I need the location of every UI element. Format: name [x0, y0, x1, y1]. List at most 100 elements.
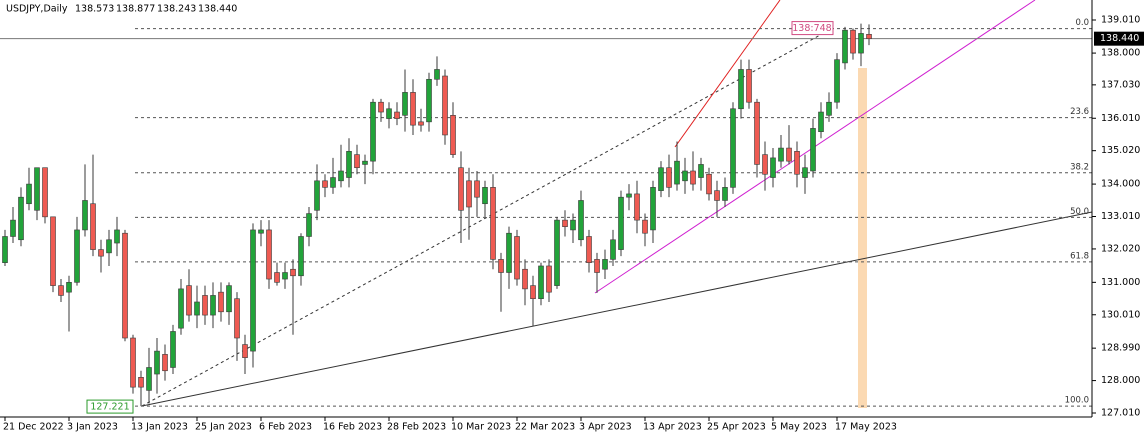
- candle-body: [562, 219, 568, 227]
- x-tick-label: 10 Mar 2023: [451, 422, 511, 433]
- candle-body: [114, 229, 120, 244]
- candle-body: [218, 291, 224, 313]
- candle-body: [802, 167, 808, 178]
- candle-body: [266, 229, 272, 280]
- candle-body: [42, 167, 48, 218]
- y-tick-label: 135.020: [1101, 145, 1140, 156]
- candle-body: [274, 272, 280, 283]
- candle-body: [2, 236, 8, 263]
- fib-high-label: 138:748: [792, 23, 831, 34]
- y-tick-label: 130.010: [1101, 309, 1140, 320]
- quote-open: 138.573: [75, 4, 114, 15]
- candle-body: [242, 344, 248, 358]
- candle-body: [450, 115, 456, 155]
- candle-body: [666, 167, 672, 188]
- candle-body: [858, 33, 864, 54]
- candle-body: [818, 111, 824, 132]
- candle-body: [210, 295, 216, 316]
- candle-body: [530, 285, 536, 300]
- quote-low: 138.243: [157, 4, 196, 15]
- quote-close: 138.440: [198, 4, 237, 15]
- candle-body: [714, 190, 720, 201]
- candle-body: [66, 282, 72, 293]
- candle-body: [618, 196, 624, 250]
- y-tick-label: 134.000: [1101, 179, 1140, 190]
- candle-body: [554, 219, 560, 286]
- candle-body: [682, 170, 688, 182]
- candle-body: [202, 295, 208, 316]
- candle-body: [674, 160, 680, 185]
- candle-body: [162, 354, 168, 372]
- candle-body: [642, 219, 648, 234]
- candle-body: [18, 196, 24, 241]
- candle-body: [442, 75, 448, 136]
- candle-body: [610, 239, 616, 260]
- candle-body: [634, 193, 640, 221]
- fib-level-label: 50.0: [1070, 207, 1089, 217]
- candle-body: [690, 170, 696, 185]
- x-tick-label: 21 Dec 2022: [3, 422, 64, 433]
- fib-level-label: 0.0: [1075, 18, 1089, 28]
- candle-body: [58, 285, 64, 296]
- candle-body: [762, 154, 768, 175]
- y-tick-label: 133.010: [1101, 211, 1140, 222]
- candle-body: [362, 160, 368, 165]
- x-tick-label: 22 Mar 2023: [515, 422, 575, 433]
- candle-body: [738, 69, 744, 110]
- candle-body: [226, 285, 232, 313]
- candle-body: [546, 265, 552, 293]
- x-tick-label: 3 Jan 2023: [67, 422, 118, 433]
- candle-body: [506, 232, 512, 273]
- fib-level-label: 23.6: [1070, 107, 1089, 117]
- fib-trend-line: [141, 27, 834, 407]
- candle-body: [426, 78, 432, 123]
- candle-body: [594, 259, 600, 273]
- y-tick-label: 128.000: [1101, 375, 1140, 386]
- candle-body: [178, 288, 184, 329]
- x-tick-label: 3 Apr 2023: [579, 422, 632, 433]
- candle-body: [282, 272, 288, 280]
- candle-body: [50, 216, 56, 286]
- candle-body: [290, 268, 296, 277]
- candle-body: [322, 180, 328, 188]
- candle-body: [402, 92, 408, 116]
- candle-body: [458, 167, 464, 211]
- candle-body: [434, 69, 440, 80]
- candle-body: [26, 183, 32, 205]
- fib-level-label: 100.0: [1065, 396, 1089, 406]
- candle-body: [194, 301, 200, 316]
- y-tick-label: 132.020: [1101, 243, 1140, 254]
- candle-body: [498, 259, 504, 273]
- candle-body: [106, 239, 112, 254]
- symbol-title: USDJPY,Daily: [6, 4, 68, 15]
- candle-body: [330, 177, 336, 188]
- candle-body: [810, 128, 816, 172]
- candle-body: [354, 154, 360, 169]
- candle-body: [186, 285, 192, 316]
- x-tick-label: 5 May 2023: [771, 422, 827, 433]
- x-tick-label: 13 Jan 2023: [131, 422, 188, 433]
- x-tick-label: 17 May 2023: [835, 422, 897, 433]
- fib-level-label: 38.2: [1070, 162, 1089, 172]
- last-price-box: [1094, 31, 1144, 46]
- candle-body: [578, 200, 584, 241]
- quote-high: 138.877: [116, 4, 155, 15]
- candle-body: [98, 249, 104, 257]
- fib-low-label: 127.221: [90, 402, 129, 413]
- x-tick-label: 13 Apr 2023: [643, 422, 702, 433]
- candle-body: [314, 180, 320, 211]
- candle-body: [866, 34, 872, 39]
- candle-body: [770, 157, 776, 178]
- candle-body: [706, 173, 712, 195]
- candle-body: [170, 331, 176, 368]
- candle-body: [570, 219, 576, 231]
- candle-body: [250, 229, 256, 352]
- candle-body: [10, 219, 16, 237]
- candle-body: [418, 121, 424, 126]
- candle-body: [34, 167, 40, 211]
- candle-body: [298, 236, 304, 277]
- candle-body: [138, 377, 144, 388]
- candle-body: [346, 151, 352, 178]
- x-tick-label: 16 Feb 2023: [323, 422, 382, 433]
